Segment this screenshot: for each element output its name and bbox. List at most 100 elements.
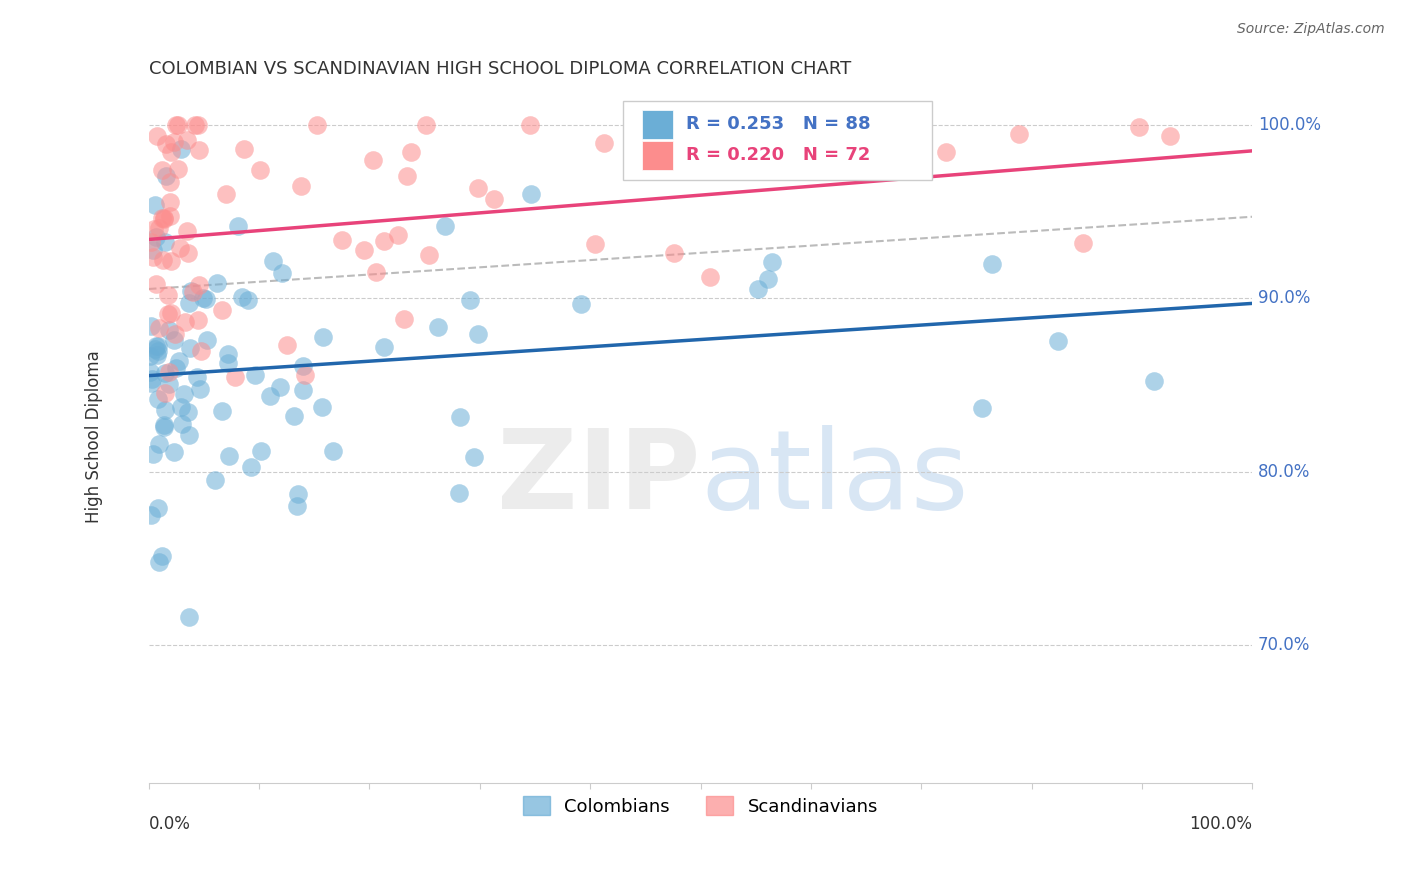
Point <box>291 359 314 373</box>
Point <box>664 246 686 260</box>
Point <box>188 382 211 396</box>
Point <box>1159 129 1181 144</box>
Point <box>148 436 170 450</box>
Point <box>426 319 449 334</box>
Point <box>1008 127 1031 141</box>
Point <box>184 118 207 132</box>
Point <box>180 284 202 298</box>
Point <box>191 291 214 305</box>
Point <box>463 450 485 464</box>
Point <box>307 118 329 132</box>
Point <box>186 370 208 384</box>
Point <box>217 356 239 370</box>
Point <box>165 118 187 132</box>
Point <box>1071 235 1094 250</box>
Point <box>148 501 170 516</box>
Point <box>187 313 209 327</box>
Point <box>142 244 165 258</box>
Point <box>170 417 193 432</box>
Point <box>153 385 176 400</box>
Point <box>290 178 312 193</box>
Point <box>981 257 1004 271</box>
Bar <box>643 110 673 139</box>
Point <box>226 219 249 233</box>
Point <box>259 389 281 403</box>
Point <box>330 233 353 247</box>
Point <box>183 285 205 300</box>
Point <box>153 402 176 417</box>
Point <box>482 192 505 206</box>
Point <box>418 248 440 262</box>
Point <box>165 361 187 376</box>
Text: 100.0%: 100.0% <box>1189 814 1253 833</box>
Point <box>1128 120 1150 134</box>
Point <box>1047 334 1070 348</box>
Bar <box>643 141 673 170</box>
Point <box>311 400 333 414</box>
Point <box>292 384 315 398</box>
Text: ZIP: ZIP <box>498 425 700 532</box>
Point <box>699 269 721 284</box>
Point <box>195 333 218 347</box>
Point <box>159 209 181 223</box>
Point <box>155 169 177 183</box>
Point <box>322 443 344 458</box>
Point <box>239 459 262 474</box>
Point <box>148 321 170 335</box>
Point <box>276 337 298 351</box>
Point <box>163 445 186 459</box>
Point <box>177 405 200 419</box>
Point <box>756 271 779 285</box>
Text: 70.0%: 70.0% <box>1258 636 1310 654</box>
Point <box>179 610 201 624</box>
Point <box>311 329 333 343</box>
Text: 80.0%: 80.0% <box>1258 463 1310 481</box>
Point <box>167 118 190 132</box>
Point <box>153 417 176 432</box>
Point <box>150 549 173 563</box>
Text: 100.0%: 100.0% <box>1258 116 1320 134</box>
Point <box>146 392 169 407</box>
Point <box>145 129 167 144</box>
Point <box>392 311 415 326</box>
Point <box>187 118 209 132</box>
Point <box>218 449 240 463</box>
Point <box>458 293 481 308</box>
Point <box>159 306 181 320</box>
Legend: Colombians, Scandinavians: Colombians, Scandinavians <box>516 789 886 823</box>
Point <box>173 387 195 401</box>
Point <box>211 403 233 417</box>
Point <box>361 153 384 167</box>
Point <box>157 323 180 337</box>
Point <box>146 348 169 362</box>
Point <box>139 318 162 333</box>
Point <box>148 221 170 235</box>
Point <box>217 347 239 361</box>
Point <box>194 292 217 306</box>
Point <box>232 142 254 156</box>
Point <box>152 253 174 268</box>
Point <box>174 315 197 329</box>
Point <box>415 118 437 132</box>
Point <box>148 555 170 569</box>
Point <box>204 474 226 488</box>
Point <box>169 241 191 255</box>
Point <box>167 353 190 368</box>
Point <box>188 143 211 157</box>
Point <box>153 235 176 249</box>
Point <box>747 282 769 296</box>
Text: R = 0.253   N = 88: R = 0.253 N = 88 <box>686 115 870 133</box>
Point <box>399 145 422 160</box>
Text: atlas: atlas <box>700 425 969 532</box>
Point <box>294 368 316 383</box>
Point <box>176 133 198 147</box>
Point <box>163 333 186 347</box>
Point <box>167 161 190 176</box>
Text: High School Diploma: High School Diploma <box>84 351 103 524</box>
Point <box>395 169 418 183</box>
Point <box>142 446 165 460</box>
Point <box>970 401 993 416</box>
Point <box>211 302 233 317</box>
Point <box>141 376 163 390</box>
Point <box>159 145 181 160</box>
